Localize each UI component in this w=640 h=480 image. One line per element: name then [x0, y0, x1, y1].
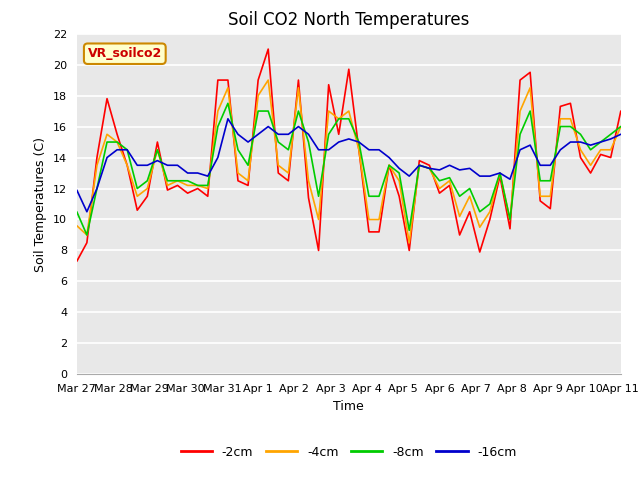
-16cm	[224, 116, 232, 121]
-16cm	[607, 136, 614, 142]
-8cm	[294, 108, 302, 114]
-8cm	[143, 178, 151, 184]
Legend: -2cm, -4cm, -8cm, -16cm: -2cm, -4cm, -8cm, -16cm	[175, 441, 522, 464]
-8cm	[214, 124, 221, 130]
-4cm	[405, 240, 413, 246]
-4cm	[173, 178, 181, 184]
-4cm	[133, 193, 141, 199]
Line: -8cm: -8cm	[77, 103, 621, 235]
-8cm	[224, 100, 232, 106]
Text: VR_soilco2: VR_soilco2	[88, 47, 162, 60]
-2cm	[204, 193, 212, 199]
-8cm	[83, 232, 91, 238]
-4cm	[264, 77, 272, 83]
-2cm	[566, 100, 574, 106]
-4cm	[617, 124, 625, 130]
-16cm	[184, 170, 191, 176]
-2cm	[607, 155, 614, 160]
-2cm	[264, 46, 272, 52]
X-axis label: Time: Time	[333, 400, 364, 413]
-16cm	[617, 132, 625, 137]
Line: -4cm: -4cm	[77, 80, 621, 243]
-8cm	[607, 132, 614, 137]
-16cm	[294, 124, 302, 130]
-4cm	[285, 170, 292, 176]
-8cm	[617, 124, 625, 130]
-2cm	[173, 182, 181, 188]
-16cm	[577, 139, 584, 145]
-2cm	[285, 178, 292, 184]
-2cm	[73, 258, 81, 264]
-8cm	[73, 209, 81, 215]
-4cm	[73, 223, 81, 228]
-4cm	[577, 147, 584, 153]
-4cm	[607, 147, 614, 153]
-8cm	[577, 132, 584, 137]
-2cm	[133, 207, 141, 213]
-2cm	[617, 108, 625, 114]
-16cm	[143, 162, 151, 168]
Line: -16cm: -16cm	[77, 119, 621, 212]
Y-axis label: Soil Temperatures (C): Soil Temperatures (C)	[35, 136, 47, 272]
-8cm	[184, 178, 191, 184]
-4cm	[204, 186, 212, 192]
-16cm	[83, 209, 91, 215]
-16cm	[73, 187, 81, 193]
Line: -2cm: -2cm	[77, 49, 621, 261]
-16cm	[214, 155, 221, 160]
Title: Soil CO2 North Temperatures: Soil CO2 North Temperatures	[228, 11, 470, 29]
